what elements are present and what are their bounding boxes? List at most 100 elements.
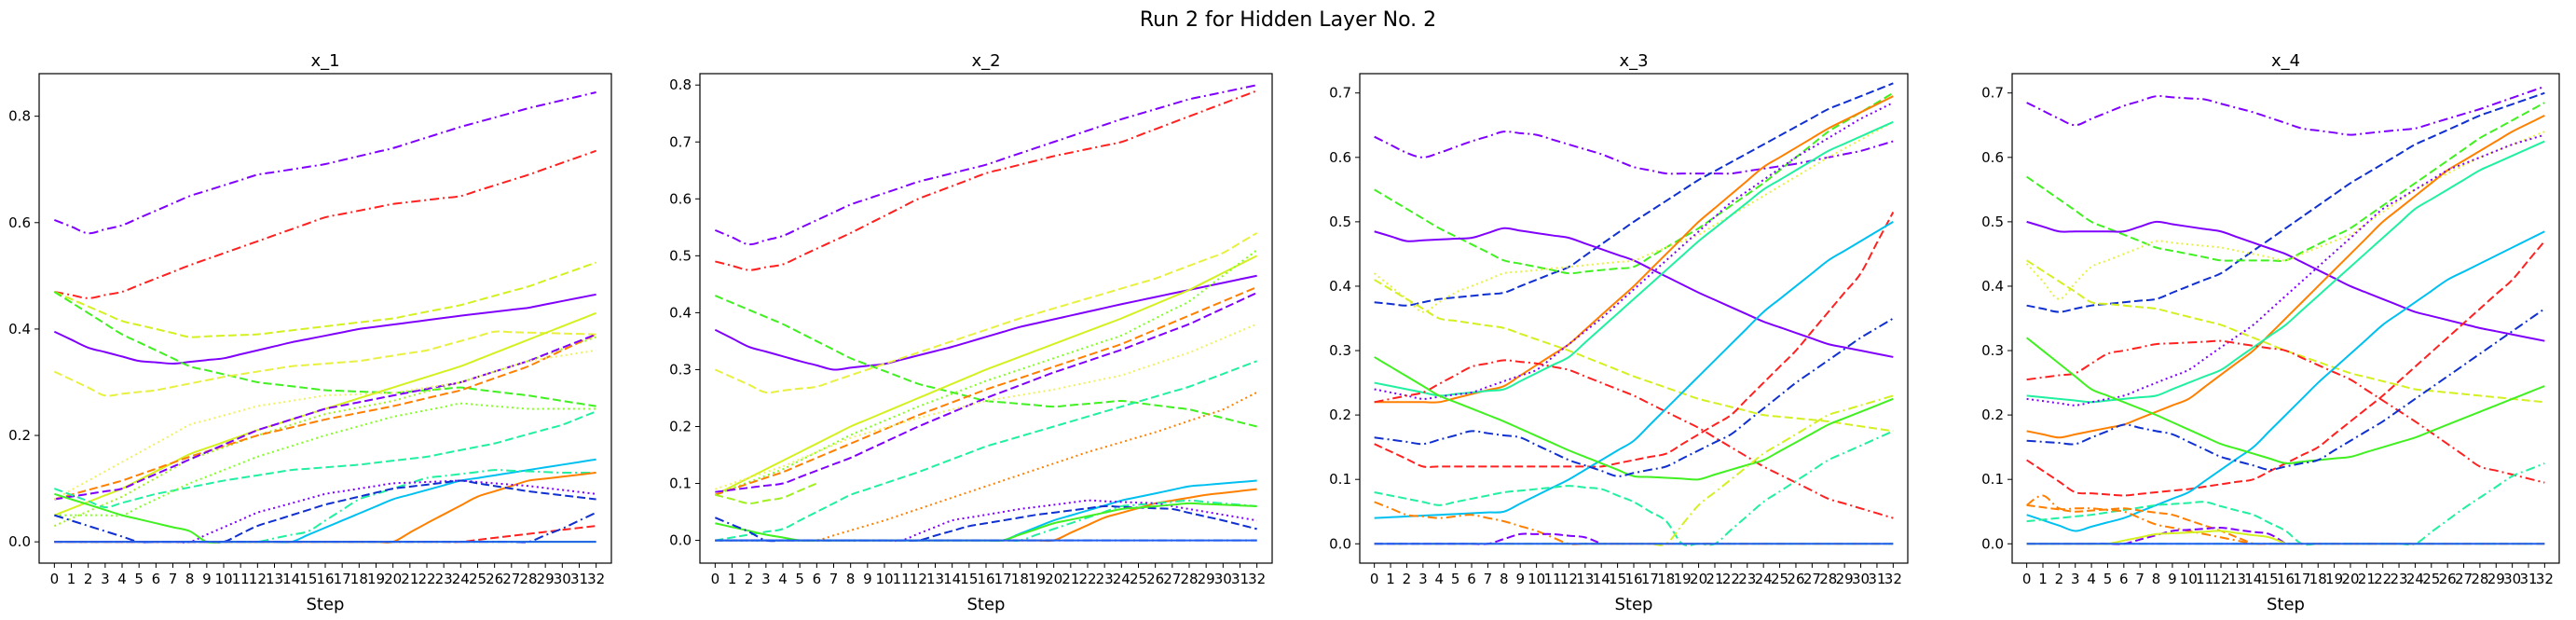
series-line-11 (1374, 212, 1895, 468)
y-tick-label: 0.3 (669, 361, 692, 378)
series-line-9 (2026, 133, 2545, 406)
x-tick-label: 27 (502, 571, 520, 587)
series-line-7 (53, 311, 597, 517)
x-tick-label: 32 (1248, 571, 1266, 587)
x-tick-label: 24 (452, 571, 470, 587)
y-tick-label: 0.6 (669, 190, 692, 207)
series-line-16 (54, 471, 596, 544)
series-line-12 (54, 410, 597, 509)
series-line-3 (1374, 91, 1894, 275)
y-tick-label: 0.5 (669, 247, 692, 264)
plot-frame (38, 73, 612, 564)
y-tick-label: 0.7 (669, 133, 692, 150)
x-tick-label: 32 (1884, 571, 1902, 587)
y-tick-label: 0.4 (1981, 278, 2004, 295)
x-tick-label: 30 (1214, 571, 1232, 587)
x-tick-label: 25 (2422, 571, 2440, 587)
series-line-8 (1374, 120, 1894, 397)
x-tick-label: 7 (1484, 571, 1493, 587)
y-tick-label: 0.8 (669, 76, 692, 93)
y-tick-label: 0.7 (1981, 85, 2004, 102)
y-tick-label: 0.5 (1329, 214, 1351, 230)
x-tick-label: 9 (202, 571, 212, 587)
series-line-3 (2026, 102, 2545, 262)
x-tick-label: 26 (486, 571, 503, 587)
x-tick-label: 3 (101, 571, 110, 587)
x-tick-label: 11 (2196, 571, 2213, 587)
x-tick-label: 2 (1403, 571, 1412, 587)
x-tick-label: 14 (943, 571, 961, 587)
x-tick-label: 29 (1836, 571, 1854, 587)
x-tick-label: 11 (1543, 571, 1561, 587)
x-tick-label: 28 (1180, 571, 1198, 587)
x-tick-label: 20 (384, 571, 402, 587)
series-line-6 (714, 255, 1258, 496)
series-line-17 (1374, 394, 1894, 546)
series-line-3 (53, 293, 596, 365)
x-tick-label: 28 (2471, 571, 2488, 587)
series-line-4 (2026, 220, 2545, 342)
series-line-5 (2025, 131, 2545, 300)
x-tick-label: 20 (1690, 571, 1707, 587)
x-tick-label: 10 (875, 571, 893, 587)
series-line-11 (2026, 240, 2546, 497)
x-tick-label: 18 (1011, 571, 1029, 587)
x-tick-label: 5 (134, 571, 144, 587)
x-tick-label: 7 (829, 571, 839, 587)
x-tick-label: 27 (2455, 571, 2473, 587)
series-line-5 (53, 291, 596, 407)
x-tick-label: 11 (232, 571, 250, 587)
y-tick-label: 0.1 (669, 475, 692, 492)
series-line-14 (54, 458, 596, 544)
y-tick-label: 0.7 (1329, 85, 1351, 102)
series-line-13 (1374, 356, 1894, 481)
series-line-5 (1374, 120, 1894, 313)
series-line-2 (1374, 82, 1894, 307)
x-tick-label: 12 (2212, 571, 2229, 587)
x-tick-label: 0 (2022, 571, 2032, 587)
series-line-9 (1374, 102, 1894, 400)
series-line-11 (53, 349, 596, 501)
x-tick-label: 17 (994, 571, 1012, 587)
x-tick-label: 8 (2152, 571, 2161, 587)
series-line-14 (1374, 317, 1894, 477)
x-tick-label: 16 (1624, 571, 1642, 587)
x-tick-label: 8 (1500, 571, 1509, 587)
series-line-13 (715, 479, 1257, 543)
x-tick-label: 5 (1451, 571, 1460, 587)
x-tick-label: 22 (418, 571, 435, 587)
x-tick-label: 15 (1609, 571, 1626, 587)
series-line-14 (715, 488, 1257, 543)
x-tick-label: 31 (1231, 571, 1249, 587)
x-tick-label: 27 (1163, 571, 1181, 587)
series-line-3 (714, 274, 1257, 371)
y-tick-label: 0.0 (1981, 535, 2004, 552)
x-tick-label: 5 (2103, 571, 2113, 587)
y-tick-label: 0.2 (8, 427, 31, 444)
x-tick-label: 3 (761, 571, 771, 587)
x-tick-label: 20 (2341, 571, 2359, 587)
x-tick-label: 0 (50, 571, 60, 587)
x-tick-label: 19 (1674, 571, 1692, 587)
x-tick-label: 31 (1868, 571, 1885, 587)
x-tick-label: 24 (2406, 571, 2424, 587)
x-tick-label: 8 (185, 571, 195, 587)
series-line-6 (1374, 279, 1894, 433)
series-line-16 (1374, 430, 1894, 546)
y-tick-label: 0.0 (669, 532, 692, 549)
x-tick-label: 15 (960, 571, 978, 587)
x-tick-label: 18 (2309, 571, 2327, 587)
series-line-1 (2026, 85, 2545, 136)
x-tick-label: 23 (435, 571, 453, 587)
series-line-10 (2026, 339, 2545, 484)
x-tick-label: 10 (214, 571, 232, 587)
x-tick-label: 6 (2119, 571, 2129, 587)
x-tick-label: 28 (519, 571, 537, 587)
y-tick-label: 0.6 (1329, 149, 1351, 166)
series-line-13 (54, 402, 596, 517)
series-line-17 (54, 479, 596, 544)
x-tick-label: 14 (2244, 571, 2262, 587)
x-axis-label: Step (2267, 595, 2305, 614)
x-tick-label: 3 (1418, 571, 1428, 587)
y-tick-label: 0.3 (1981, 342, 2004, 359)
